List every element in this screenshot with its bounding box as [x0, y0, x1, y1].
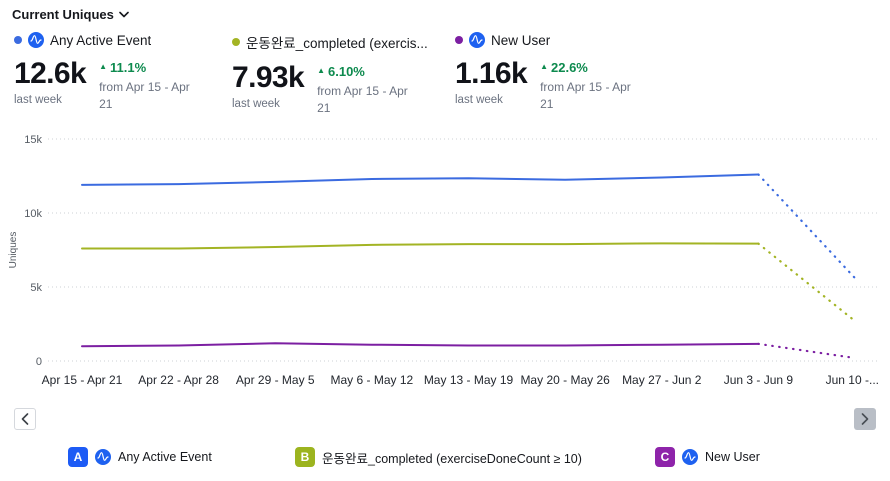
series-name: Any Active Event: [50, 32, 152, 48]
series-letter-badge: B: [295, 447, 315, 467]
svg-text:May 13 - May 19: May 13 - May 19: [424, 373, 514, 387]
svg-text:5k: 5k: [30, 282, 42, 294]
trend-up-icon: ▲: [317, 65, 325, 75]
change-percent: 22.6%: [551, 60, 588, 75]
scroll-left-button[interactable]: [14, 408, 36, 430]
chart-legend: A Any Active Event B 운동완료_completed (exe…: [0, 444, 890, 478]
change-baseline: from Apr 15 - Apr 21: [540, 80, 631, 111]
series-name: New User: [491, 32, 551, 48]
metric-period: last week: [455, 94, 503, 106]
legend-item[interactable]: A Any Active Event: [68, 447, 212, 467]
svg-text:10k: 10k: [24, 208, 42, 220]
svg-text:May 27 - Jun 2: May 27 - Jun 2: [622, 373, 702, 387]
series-summary-card: 운동완료_completed (exercis... 7.93k last we…: [232, 32, 447, 117]
trend-up-icon: ▲: [99, 61, 107, 71]
change-percent: 6.10%: [328, 64, 365, 79]
amplitude-icon: [682, 449, 698, 465]
svg-text:Apr 22 - Apr 28: Apr 22 - Apr 28: [138, 373, 219, 387]
scroll-right-button[interactable]: [854, 408, 876, 430]
chevron-left-icon: [21, 413, 29, 425]
metric-period: last week: [232, 98, 280, 110]
svg-text:Apr 15 - Apr 21: Apr 15 - Apr 21: [42, 373, 123, 387]
svg-text:0: 0: [36, 356, 42, 368]
amplitude-icon: [95, 449, 111, 465]
svg-text:Apr 29 - May 5: Apr 29 - May 5: [236, 373, 315, 387]
legend-item[interactable]: C New User: [655, 447, 760, 467]
legend-item[interactable]: B 운동완료_completed (exerciseDoneCount ≥ 10…: [295, 447, 582, 467]
series-color-dot: [455, 36, 463, 44]
series-letter-badge: A: [68, 447, 88, 467]
svg-text:Jun 3 - Jun 9: Jun 3 - Jun 9: [724, 373, 794, 387]
amplitude-icon: [28, 32, 44, 48]
legend-label: Any Active Event: [118, 450, 212, 464]
metric-type-dropdown[interactable]: Current Uniques: [12, 7, 129, 22]
svg-text:May 20 - May 26: May 20 - May 26: [520, 373, 610, 387]
legend-label: 운동완료_completed (exerciseDoneCount ≥ 10): [322, 451, 582, 466]
chevron-down-icon: [119, 11, 129, 18]
change-percent: 11.1%: [110, 60, 147, 75]
series-color-dot: [14, 36, 22, 44]
series-summary-card: New User 1.16k last week ▲ 22.6% from Ap…: [455, 32, 670, 113]
metric-value: 12.6k: [14, 57, 87, 90]
change-baseline: from Apr 15 - Apr 21: [99, 80, 190, 111]
series-color-dot: [232, 38, 240, 46]
change-baseline: from Apr 15 - Apr 21: [317, 84, 408, 115]
metric-type-label: Current Uniques: [12, 7, 114, 22]
series-name: 운동완료_completed (exercis...: [246, 36, 428, 51]
legend-label: New User: [705, 450, 760, 464]
svg-text:15k: 15k: [24, 134, 42, 146]
metric-value: 1.16k: [455, 57, 528, 90]
metric-value: 7.93k: [232, 61, 305, 94]
series-letter-badge: C: [655, 447, 675, 467]
trend-up-icon: ▲: [540, 61, 548, 71]
series-summary-card: Any Active Event 12.6k last week ▲ 11.1%…: [14, 32, 229, 113]
metric-period: last week: [14, 94, 62, 106]
chevron-right-icon: [861, 413, 869, 425]
svg-text:May 6 - May 12: May 6 - May 12: [331, 373, 414, 387]
svg-text:Uniques: Uniques: [8, 232, 19, 269]
svg-text:Jun 10 -...: Jun 10 -...: [826, 373, 879, 387]
amplitude-icon: [469, 32, 485, 48]
line-chart: 0 5k 10k 15k Uniques Apr 15 - Apr 21 Apr 22 - …: [8, 134, 879, 387]
